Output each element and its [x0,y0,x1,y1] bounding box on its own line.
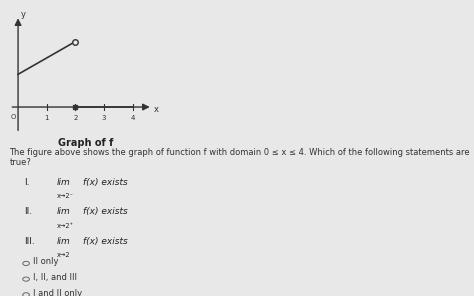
Text: f(x) exists: f(x) exists [83,178,128,186]
Text: 2: 2 [73,115,77,121]
Text: f(x) exists: f(x) exists [83,207,128,216]
Text: lim: lim [57,237,71,246]
Text: f(x) exists: f(x) exists [83,237,128,246]
Text: Graph of f: Graph of f [58,138,113,148]
Text: The figure above shows the graph of function f with domain 0 ≤ x ≤ 4. Which of t: The figure above shows the graph of func… [9,148,470,168]
Text: 1: 1 [45,115,49,121]
Text: O: O [10,114,16,120]
Text: I.: I. [24,178,29,186]
Text: 3: 3 [101,115,106,121]
Text: x→2⁺: x→2⁺ [57,223,74,229]
Text: III.: III. [24,237,35,246]
Text: x→2: x→2 [57,252,70,258]
Text: x: x [154,105,159,114]
Text: lim: lim [57,207,71,216]
Text: y: y [21,10,26,19]
Text: lim: lim [57,178,71,186]
Text: I and II only: I and II only [33,289,82,296]
Text: II only: II only [33,258,59,266]
Text: 4: 4 [130,115,135,121]
Text: x→2⁻: x→2⁻ [57,193,74,199]
Text: I, II, and III: I, II, and III [33,273,77,282]
Text: II.: II. [24,207,32,216]
